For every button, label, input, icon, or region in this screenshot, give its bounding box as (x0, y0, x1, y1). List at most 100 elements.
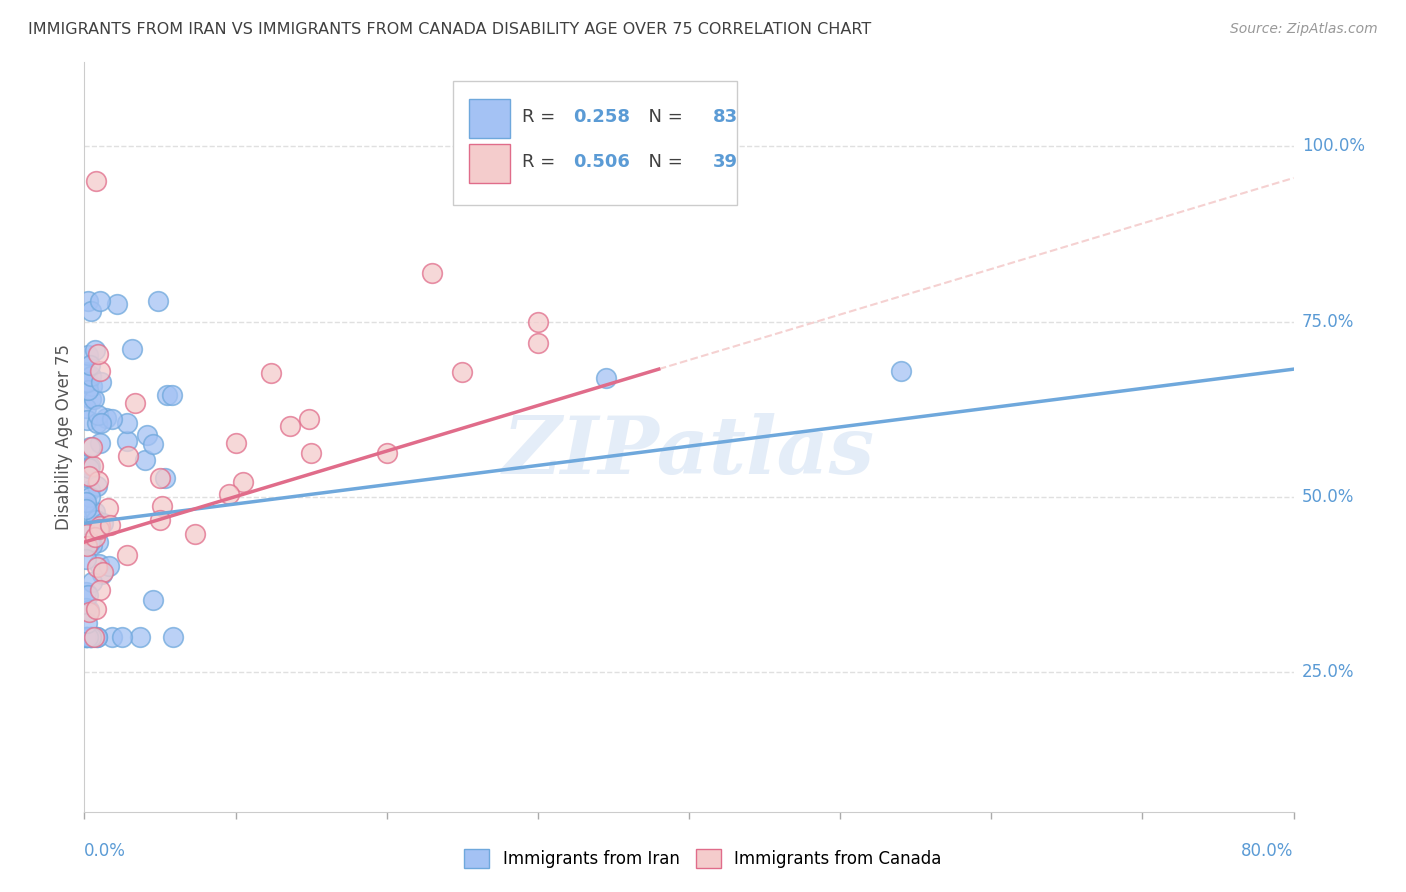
Point (76, 376, 98, 390)
Point (184, 527, 207, 541)
Point (86, 174, 108, 188)
Point (79, 602, 101, 616)
Point (260, 366, 283, 380)
Point (77, 588, 100, 602)
FancyBboxPatch shape (468, 145, 510, 183)
Point (100, 517, 122, 532)
Point (87, 522, 110, 536)
Point (76, 527, 98, 541)
Point (134, 453, 156, 467)
Text: 25.0%: 25.0% (1302, 663, 1354, 681)
Point (86, 513, 108, 527)
Point (87, 535, 110, 549)
Point (77, 605, 100, 619)
Y-axis label: Disability Age Over 75: Disability Age Over 75 (55, 344, 73, 530)
Point (86, 630, 108, 644)
Point (232, 475, 254, 490)
Point (128, 630, 150, 644)
Point (79, 440, 101, 454)
Point (77, 522, 100, 536)
Text: 83: 83 (713, 108, 738, 126)
Point (75, 502, 97, 516)
Point (87, 475, 110, 489)
Point (527, 335, 550, 350)
Text: 39: 39 (713, 153, 738, 171)
Point (142, 593, 165, 607)
Point (75, 585, 97, 599)
Point (82, 538, 104, 552)
Point (121, 342, 143, 356)
FancyBboxPatch shape (468, 99, 510, 138)
Point (79, 459, 101, 474)
Text: N =: N = (637, 153, 689, 171)
Point (87, 409, 110, 423)
Point (79, 630, 101, 644)
Point (84, 343, 107, 358)
Text: 0.506: 0.506 (572, 153, 630, 171)
Point (75, 600, 97, 615)
Point (297, 412, 319, 426)
Point (155, 471, 177, 485)
Point (90, 376, 112, 390)
Point (75, 537, 97, 551)
Point (115, 417, 138, 431)
Point (76, 470, 98, 484)
Point (75, 494, 97, 508)
Point (75, 457, 97, 471)
Point (75, 630, 97, 644)
Point (75, 365, 97, 379)
Point (142, 436, 165, 450)
Point (89, 364, 111, 378)
Point (91, 566, 114, 580)
Point (160, 387, 183, 401)
Point (77, 461, 100, 475)
Point (105, 297, 128, 311)
Point (115, 549, 138, 563)
Point (218, 487, 240, 501)
Point (136, 427, 159, 442)
Point (76, 366, 98, 380)
Point (101, 630, 124, 644)
Point (76, 413, 98, 427)
Point (91, 566, 114, 581)
Point (115, 434, 138, 448)
Point (890, 363, 912, 377)
Point (75, 552, 97, 566)
Point (76, 630, 98, 644)
Point (89, 293, 111, 308)
Point (76, 525, 98, 540)
Point (80, 630, 103, 644)
Legend: Immigrants from Iran, Immigrants from Canada: Immigrants from Iran, Immigrants from Ca… (457, 842, 949, 875)
Point (89, 583, 111, 598)
Text: IMMIGRANTS FROM IRAN VS IMMIGRANTS FROM CANADA DISABILITY AGE OVER 75 CORRELATIO: IMMIGRANTS FROM IRAN VS IMMIGRANTS FROM … (28, 22, 872, 37)
Point (150, 499, 173, 513)
Point (84, 505, 107, 519)
Point (148, 293, 170, 308)
Point (451, 365, 474, 379)
Text: ZIPatlas: ZIPatlas (503, 413, 875, 491)
Point (149, 471, 172, 485)
Point (89, 519, 111, 533)
Text: 0.0%: 0.0% (84, 842, 127, 860)
Point (162, 630, 184, 644)
Point (75, 401, 97, 415)
Point (80, 630, 103, 644)
Point (79, 358, 101, 372)
Point (80, 379, 103, 393)
Point (84, 530, 107, 544)
Point (375, 446, 398, 460)
Text: 75.0%: 75.0% (1302, 312, 1354, 331)
Point (86, 630, 108, 644)
Point (76, 615, 98, 630)
Point (98, 558, 121, 573)
Text: R =: R = (522, 108, 561, 126)
Point (86, 560, 108, 574)
Text: 100.0%: 100.0% (1302, 137, 1365, 155)
Point (75, 630, 97, 644)
Point (80, 303, 103, 318)
FancyBboxPatch shape (453, 81, 737, 205)
Text: 0.258: 0.258 (572, 108, 630, 126)
Point (86, 478, 108, 492)
Point (91, 516, 114, 530)
Text: 80.0%: 80.0% (1241, 842, 1294, 860)
